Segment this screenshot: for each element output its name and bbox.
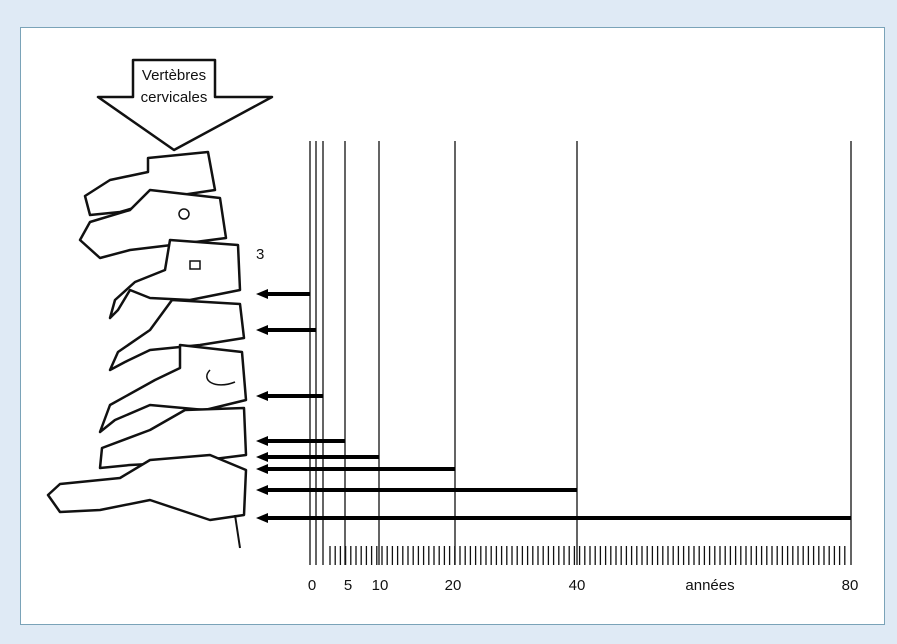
arrow-label: Vertèbres [142,67,206,84]
arrow-head [256,391,268,401]
tick-label: 0 [308,577,316,594]
arrow-head [256,289,268,299]
tick-label: 80 [842,577,859,594]
vertebrae [48,152,246,548]
arrow-label: cervicales [141,89,208,106]
arrow-head [256,485,268,495]
arrow-head [256,436,268,446]
diagram: Vertèbres cervicales 3 années 0 5 10 20 40 80 [0,0,897,644]
tick-label: 5 [344,577,352,594]
axis-unit: années [685,577,734,594]
tick-label: 20 [445,577,462,594]
arrow-head [256,464,268,474]
tick-label: 10 [372,577,389,594]
arrow-head [256,513,268,523]
arrow-head [256,452,268,462]
vertebra-number: 3 [256,246,264,263]
arrow-head [256,325,268,335]
page: Vertèbres cervicales 3 années 0 5 10 20 40 80… [0,0,897,644]
tick-label: 40 [569,577,586,594]
